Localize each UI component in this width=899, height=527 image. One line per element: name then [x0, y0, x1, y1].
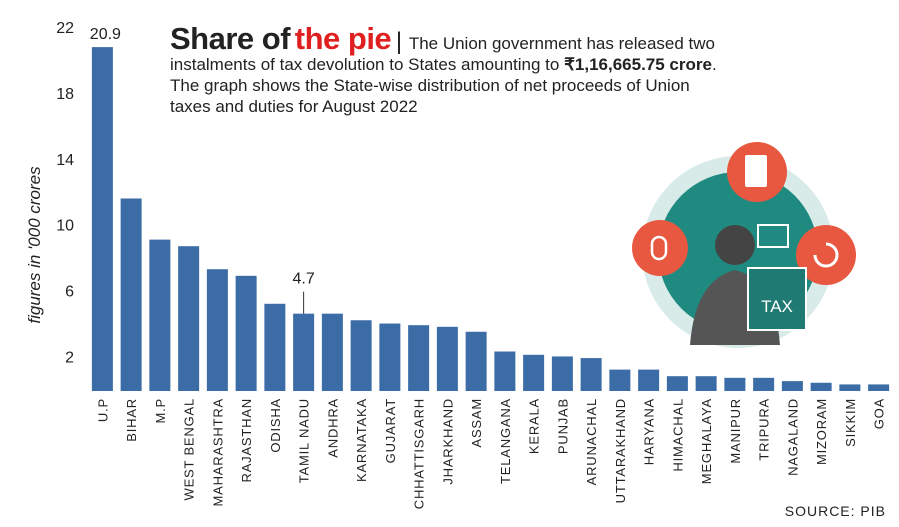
x-tick-label: U.P: [95, 398, 110, 422]
x-tick-label: UTTARAKHAND: [613, 398, 628, 503]
bar: [121, 198, 142, 391]
bar: [322, 314, 343, 391]
subtitle: taxes and duties for August 2022: [170, 97, 418, 116]
x-tick-label: ANDHRA: [325, 398, 340, 458]
y-tick-label: 6: [65, 283, 74, 300]
bar: [379, 324, 400, 391]
x-tick-label: MIZORAM: [814, 398, 829, 465]
x-tick-label: BIHAR: [124, 398, 139, 442]
x-tick-label: RAJASTHAN: [239, 398, 254, 483]
subtitle: The Union government has released two: [409, 34, 715, 53]
x-tick-label: WEST BENGAL: [182, 398, 197, 500]
x-tick-label: HIMACHAL: [670, 398, 685, 472]
x-tick-label: ARUNACHAL: [584, 398, 599, 485]
x-tick-label: KARNATAKA: [354, 398, 369, 482]
bar: [494, 352, 515, 391]
x-tick-label: TRIPURA: [757, 398, 772, 461]
bar: [293, 314, 314, 391]
x-tick-label: MANIPUR: [728, 398, 743, 464]
bar: [667, 376, 688, 391]
title-part: the pie: [295, 21, 391, 56]
bar: [753, 378, 774, 391]
bar: [868, 384, 889, 391]
x-tick-label: ASSAM: [469, 398, 484, 448]
x-tick-label: GUJARAT: [383, 398, 398, 463]
x-tick-label: SIKKIM: [843, 398, 858, 447]
value-label: 4.7: [293, 271, 315, 288]
x-tick-label: PUNJAB: [555, 398, 570, 454]
y-tick-label: 18: [56, 86, 74, 103]
bar: [609, 370, 630, 391]
y-tick-label: 2: [65, 349, 74, 366]
value-label: 20.9: [90, 26, 121, 43]
bar: [811, 383, 832, 391]
subtitle: The graph shows the State-wise distribut…: [170, 76, 690, 95]
bar: [351, 320, 372, 391]
subtitle: instalments of tax devolution to States …: [170, 55, 564, 74]
bar: [466, 332, 487, 391]
bar: [638, 370, 659, 391]
infographic: TAX figures in '000 crores SOURCE: PIB 2…: [0, 0, 899, 527]
x-tick-label: MEGHALAYA: [699, 398, 714, 484]
x-tick-label: CHHATTISGARH: [412, 398, 427, 509]
x-tick-label: HARYANA: [642, 398, 657, 465]
bar: [236, 276, 257, 391]
x-tick-label: MAHARASHTRA: [210, 398, 225, 506]
y-axis-label: figures in '000 crores: [25, 166, 44, 324]
bar: [92, 47, 113, 391]
bar: [408, 325, 429, 391]
bar: [149, 240, 170, 391]
x-tick-label: TAMIL NADU: [297, 398, 312, 483]
subtitle: .: [712, 55, 717, 74]
bar: [207, 269, 228, 391]
x-tick-label: NAGALAND: [785, 398, 800, 476]
subtitle-amount: ₹1,16,665.75 crore: [564, 55, 712, 74]
source: SOURCE: PIB: [785, 503, 886, 519]
x-tick-label: KERALA: [527, 398, 542, 454]
bar: [782, 381, 803, 391]
illustration: TAX: [632, 142, 856, 348]
bar: [724, 378, 745, 391]
y-tick-label: 10: [56, 218, 74, 235]
header: Share of the pie | The Union government …: [170, 28, 870, 117]
bar: [178, 246, 199, 391]
x-tick-label: JHARKHAND: [440, 398, 455, 485]
bar: [581, 358, 602, 391]
divider: |: [396, 28, 409, 55]
x-tick-label: ODISHA: [268, 398, 283, 453]
bar: [839, 384, 860, 391]
x-tick-label: TELANGANA: [498, 398, 513, 484]
bar: [696, 376, 717, 391]
x-tick-label: GOA: [872, 398, 887, 429]
bar: [437, 327, 458, 391]
svg-text:TAX: TAX: [761, 297, 793, 316]
bar: [523, 355, 544, 391]
y-tick-label: 14: [56, 152, 74, 169]
y-tick-label: 22: [56, 20, 74, 37]
x-tick-label: M.P: [153, 398, 168, 424]
bar: [552, 356, 573, 391]
bar: [264, 304, 285, 391]
title-part: Share of: [170, 21, 290, 56]
